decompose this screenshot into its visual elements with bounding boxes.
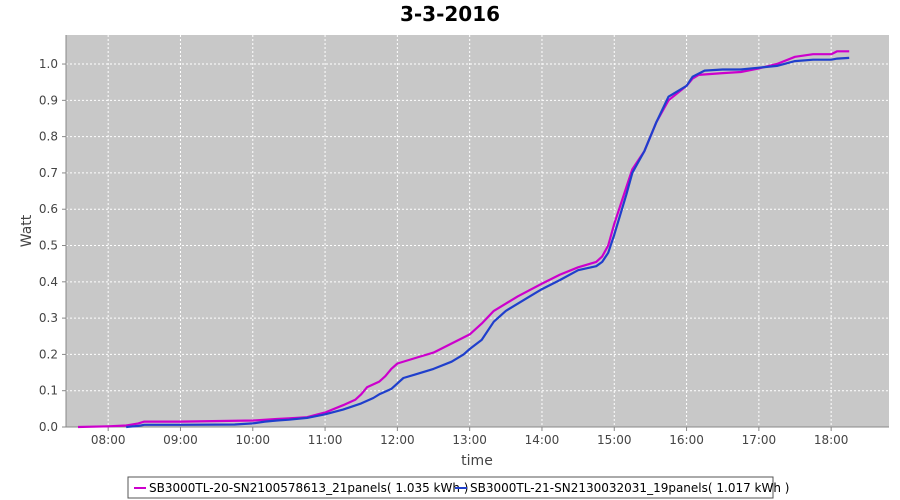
y-tick-label: 0.9 [39, 93, 58, 107]
y-tick-label: 0.8 [39, 130, 58, 144]
x-axis-label: time [461, 453, 493, 469]
x-tick-label: 08:00 [91, 433, 126, 447]
series-line-2 [126, 56, 850, 429]
x-tick-label: 10:00 [235, 433, 270, 447]
plot-area [66, 35, 889, 427]
y-axis-label: Watt [19, 214, 35, 247]
series-line-1 [77, 50, 850, 429]
y-tick-label: 0.1 [39, 384, 58, 398]
x-tick-label: 18:00 [814, 433, 849, 447]
x-tick-label: 11:00 [308, 433, 343, 447]
legend-label-2: SB3000TL-21-SN2130032031_19panels( 1.017… [470, 481, 789, 495]
x-tick-label: 13:00 [452, 433, 487, 447]
y-tick-label: 0.6 [39, 202, 58, 216]
x-tick-label: 09:00 [163, 433, 198, 447]
axes: 0.0 0.1 0.2 0.3 0.4 0.5 0.6 0.7 0.8 0.9 1.0 08:00 09… [39, 35, 889, 447]
legend: SB3000TL-20-SN2100578613_21panels( 1.035… [127, 476, 789, 499]
y-tick-label: 0.5 [39, 239, 58, 253]
chart-title: 3-3-2016 [400, 2, 500, 26]
x-tick-label: 14:00 [525, 433, 560, 447]
grid [66, 35, 889, 427]
y-tick-label: 1.0 [39, 57, 58, 71]
x-tick-label: 15:00 [597, 433, 632, 447]
x-tick-label: 12:00 [380, 433, 415, 447]
series-lines [77, 50, 850, 429]
y-tick-label: 0.3 [39, 311, 58, 325]
legend-label-1: SB3000TL-20-SN2100578613_21panels( 1.035… [149, 481, 468, 495]
y-tick-label: 0.0 [39, 420, 58, 434]
y-tick-label: 0.4 [39, 275, 58, 289]
x-tick-label: 17:00 [742, 433, 777, 447]
y-tick-label: 0.2 [39, 347, 58, 361]
legend-box [127, 476, 774, 499]
y-tick-label: 0.7 [39, 166, 58, 180]
x-tick-label: 16:00 [669, 433, 704, 447]
